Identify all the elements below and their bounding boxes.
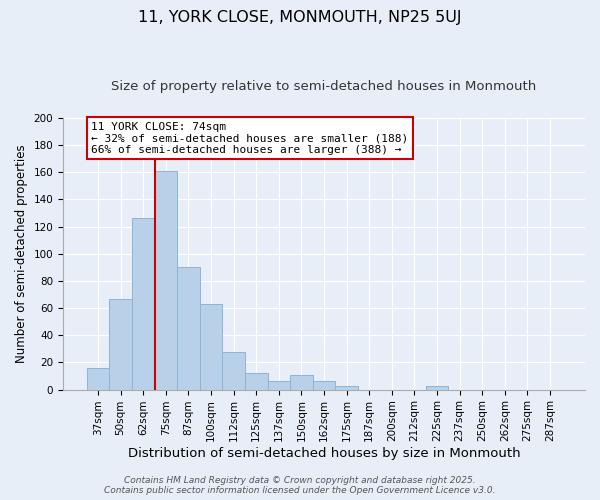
Text: 11 YORK CLOSE: 74sqm
← 32% of semi-detached houses are smaller (188)
66% of semi: 11 YORK CLOSE: 74sqm ← 32% of semi-detac…: [91, 122, 409, 155]
Bar: [335, 386, 358, 390]
Bar: [177, 268, 200, 390]
Bar: [313, 382, 335, 390]
Y-axis label: Number of semi-detached properties: Number of semi-detached properties: [15, 144, 28, 363]
Text: Contains HM Land Registry data © Crown copyright and database right 2025.
Contai: Contains HM Land Registry data © Crown c…: [104, 476, 496, 495]
Bar: [268, 382, 290, 390]
Text: 11, YORK CLOSE, MONMOUTH, NP25 5UJ: 11, YORK CLOSE, MONMOUTH, NP25 5UJ: [138, 10, 462, 25]
Bar: [425, 386, 448, 390]
Bar: [109, 298, 132, 390]
Bar: [132, 218, 155, 390]
Bar: [290, 374, 313, 390]
X-axis label: Distribution of semi-detached houses by size in Monmouth: Distribution of semi-detached houses by …: [128, 447, 520, 460]
Title: Size of property relative to semi-detached houses in Monmouth: Size of property relative to semi-detach…: [112, 80, 536, 93]
Bar: [223, 352, 245, 390]
Bar: [245, 374, 268, 390]
Bar: [200, 304, 223, 390]
Bar: [87, 368, 109, 390]
Bar: [155, 171, 177, 390]
